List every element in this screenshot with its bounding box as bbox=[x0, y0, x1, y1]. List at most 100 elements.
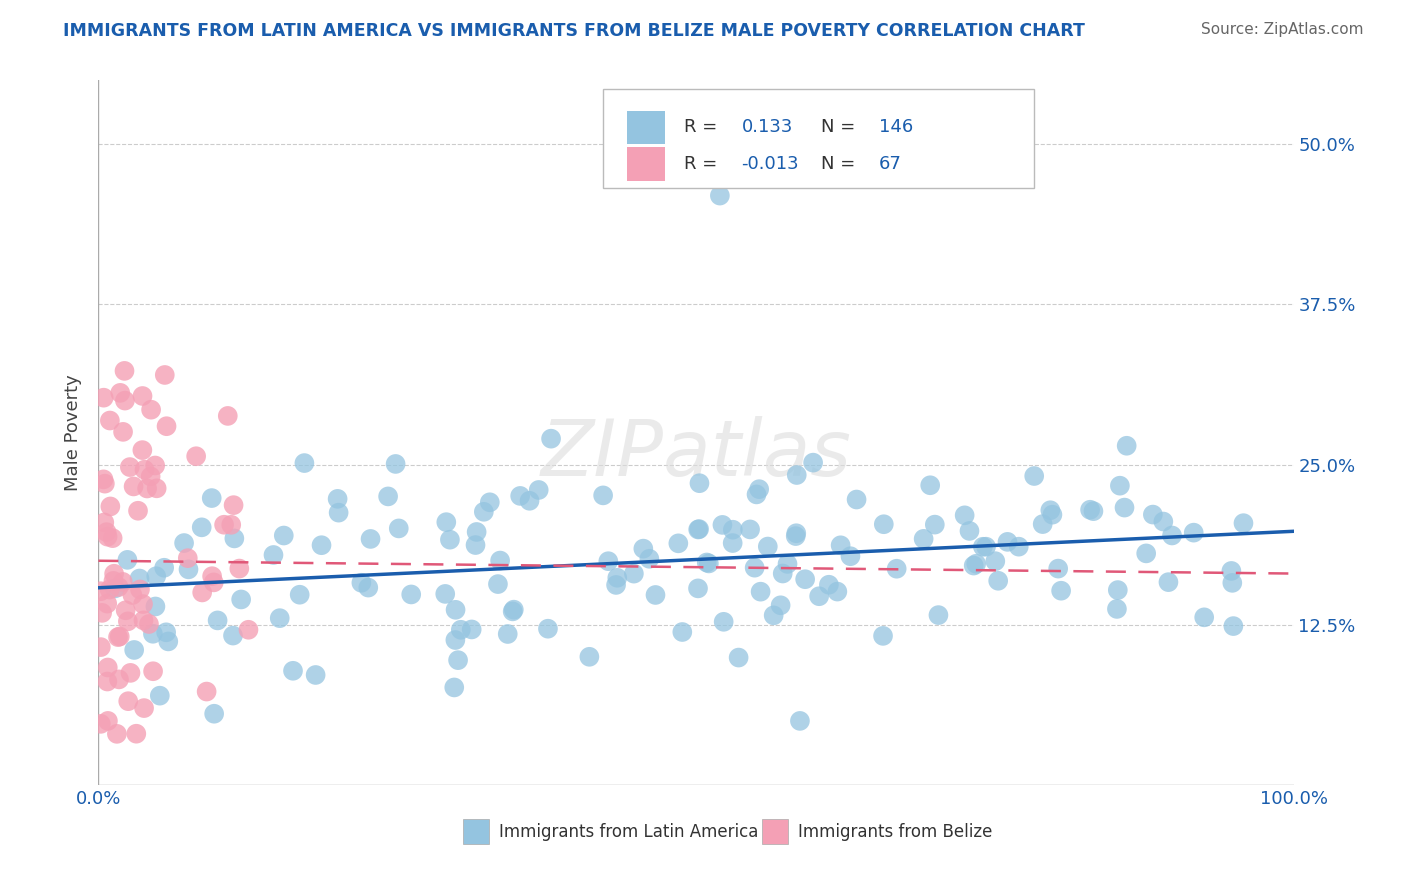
Point bbox=[177, 562, 200, 576]
Point bbox=[827, 584, 849, 599]
Point bbox=[749, 584, 772, 599]
Point bbox=[288, 588, 311, 602]
Point bbox=[776, 557, 799, 571]
Point bbox=[97, 660, 120, 674]
Point bbox=[93, 472, 115, 486]
Point bbox=[872, 629, 894, 643]
Point bbox=[527, 483, 550, 497]
Point bbox=[134, 463, 156, 477]
Point bbox=[688, 523, 710, 537]
Point bbox=[128, 572, 150, 586]
Point bbox=[377, 490, 399, 504]
Point bbox=[112, 425, 135, 439]
Point bbox=[756, 540, 779, 554]
Point bbox=[1220, 575, 1243, 590]
Point bbox=[794, 572, 817, 586]
Point bbox=[537, 622, 560, 636]
Point bbox=[713, 615, 735, 629]
Point bbox=[238, 623, 260, 637]
Point bbox=[1114, 500, 1136, 515]
Point bbox=[328, 506, 350, 520]
Point bbox=[207, 614, 229, 628]
Point bbox=[131, 443, 153, 458]
Point bbox=[231, 592, 253, 607]
Point bbox=[145, 569, 167, 583]
Point bbox=[195, 684, 218, 698]
Text: 67: 67 bbox=[879, 155, 901, 173]
Point bbox=[489, 553, 512, 567]
Point bbox=[96, 597, 118, 611]
Point bbox=[1024, 469, 1046, 483]
Point bbox=[920, 478, 942, 492]
Point bbox=[721, 536, 744, 550]
Point bbox=[97, 530, 120, 544]
Point bbox=[953, 508, 976, 523]
Text: R =: R = bbox=[685, 119, 723, 136]
Point bbox=[186, 449, 208, 463]
Point bbox=[686, 582, 709, 596]
Point bbox=[1042, 508, 1064, 522]
Point bbox=[90, 640, 112, 654]
Point bbox=[281, 664, 304, 678]
FancyBboxPatch shape bbox=[762, 820, 787, 844]
Point bbox=[1161, 528, 1184, 542]
Point bbox=[107, 630, 129, 644]
Point bbox=[839, 549, 862, 564]
Point bbox=[974, 540, 997, 554]
Point bbox=[219, 517, 242, 532]
Point bbox=[997, 534, 1019, 549]
Point bbox=[785, 529, 807, 543]
Point bbox=[984, 554, 1007, 568]
Text: R =: R = bbox=[685, 155, 723, 173]
Point bbox=[132, 613, 155, 627]
Point bbox=[688, 476, 710, 491]
Point bbox=[201, 569, 224, 583]
FancyBboxPatch shape bbox=[627, 147, 665, 181]
Point bbox=[830, 538, 852, 552]
Point bbox=[224, 532, 246, 546]
Text: 0.133: 0.133 bbox=[741, 119, 793, 136]
Point bbox=[697, 557, 720, 571]
Point bbox=[142, 665, 165, 679]
Point bbox=[709, 188, 731, 202]
Point bbox=[173, 536, 195, 550]
Point bbox=[486, 577, 509, 591]
Point bbox=[434, 587, 457, 601]
Point bbox=[132, 701, 155, 715]
Point bbox=[201, 491, 224, 505]
Point bbox=[136, 482, 159, 496]
Point bbox=[139, 402, 162, 417]
Point bbox=[149, 689, 172, 703]
Point bbox=[644, 588, 666, 602]
Text: IMMIGRANTS FROM LATIN AMERICA VS IMMIGRANTS FROM BELIZE MALE POVERTY CORRELATION: IMMIGRANTS FROM LATIN AMERICA VS IMMIGRA… bbox=[63, 22, 1085, 40]
Point bbox=[101, 531, 124, 545]
Text: Immigrants from Belize: Immigrants from Belize bbox=[797, 823, 991, 841]
Point bbox=[439, 533, 461, 547]
Point bbox=[103, 566, 125, 581]
Point bbox=[111, 574, 134, 589]
Point bbox=[96, 674, 118, 689]
Point bbox=[772, 566, 794, 581]
Point bbox=[304, 668, 326, 682]
Point bbox=[605, 578, 627, 592]
Point bbox=[98, 413, 121, 427]
Point bbox=[110, 385, 132, 400]
Point bbox=[155, 419, 177, 434]
Point bbox=[273, 528, 295, 542]
Text: 146: 146 bbox=[879, 119, 912, 136]
Point bbox=[460, 623, 482, 637]
Point bbox=[959, 524, 981, 538]
Point bbox=[745, 487, 768, 501]
Point bbox=[633, 541, 655, 556]
Point bbox=[769, 599, 792, 613]
Point bbox=[155, 625, 177, 640]
Point bbox=[1142, 508, 1164, 522]
Point bbox=[202, 575, 225, 590]
Point bbox=[145, 481, 167, 495]
Y-axis label: Male Poverty: Male Poverty bbox=[65, 375, 83, 491]
Point bbox=[1222, 619, 1244, 633]
Point bbox=[886, 562, 908, 576]
Point bbox=[190, 520, 212, 534]
Point bbox=[786, 468, 808, 483]
Point bbox=[127, 504, 149, 518]
